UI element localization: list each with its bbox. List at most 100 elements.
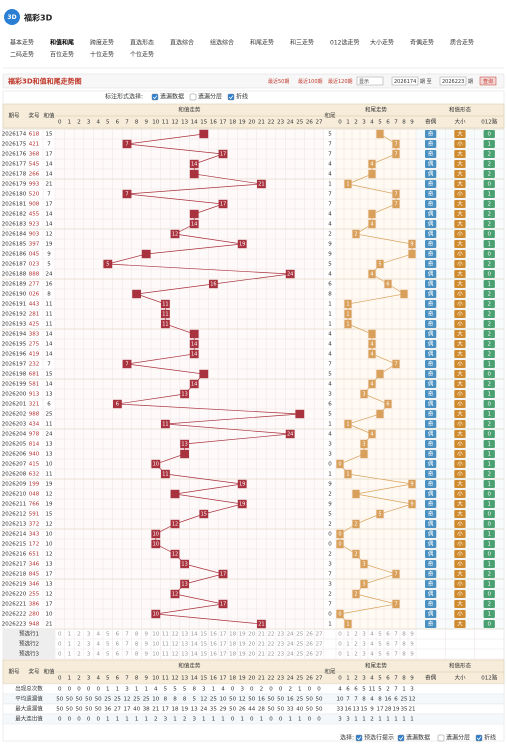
nav-link[interactable]: 个位走势 [130,51,154,59]
nav-link[interactable]: 跨度走势 [90,39,114,47]
stats-value: 3 [202,687,206,693]
column-label: 6 [386,676,390,682]
form-value: 2 [488,202,492,208]
preselect-cell: 6 [116,632,120,638]
column-label: 12 [172,120,179,126]
form-marker [483,610,495,618]
stats-value: 17 [162,707,169,713]
nav-link[interactable]: 大小走势 [370,39,394,47]
column-label: 10 [152,676,159,682]
form-value: 奇 [428,370,434,378]
form-marker [454,540,466,548]
form-marker [425,360,437,368]
preselect-cell: 2 [354,652,358,658]
checkbox[interactable] [227,93,235,101]
stats-value: 0 [77,717,81,723]
preselect-cell: 5 [378,652,382,658]
option-text[interactable]: 预选行提示 [364,734,394,742]
number: 520 [29,192,40,198]
option-text[interactable]: 遗漏分层 [446,734,470,742]
nav-link[interactable]: 组选综合 [210,39,234,47]
checkbox[interactable] [355,734,363,742]
sum-marker-label: 14 [191,222,197,228]
nav-link[interactable]: 奇偶走势 [410,39,434,47]
tail-marker-label: 4 [370,342,373,348]
tail-marker-label: 4 [370,162,373,168]
checkbox[interactable] [397,734,405,742]
form-value: 偶 [428,350,434,358]
nav-link[interactable]: 百位走势 [50,51,74,59]
nav-link[interactable]: 和尾走势 [250,39,274,47]
stats-value: 2 [154,717,158,723]
preselect-cell: 26 [306,632,313,638]
option-text[interactable]: 折线 [484,734,496,742]
preselect-cell: 4 [96,652,100,658]
checkbox[interactable] [437,734,445,742]
stats-value: 0 [231,717,235,723]
tail-value: 1 [328,302,332,308]
nav-link[interactable]: 质合走势 [450,39,474,47]
form-marker [425,240,437,248]
sum-marker-label: 17 [220,602,226,608]
form-value: 大 [457,350,463,358]
number: 632 [29,472,40,478]
option-text[interactable]: 折线 [236,93,248,101]
range-link[interactable]: 最近50期 [268,78,289,85]
nav-link[interactable]: 直选形态 [130,39,154,47]
sum-marker [151,609,161,619]
tail-value: 9 [328,242,332,248]
sum-marker-label: 12 [172,552,178,558]
tail-value: 0 [328,462,332,468]
stats-value: 50 [85,697,92,703]
stats-value: 5 [173,687,177,693]
preselect-cell: 4 [96,642,100,648]
option-text[interactable]: 遗漏数据 [160,93,184,101]
sum-value: 12 [46,522,53,528]
preselect-cell: 25 [296,642,303,648]
column-label: 16 [210,676,217,682]
range-link[interactable]: 最近120期 [328,78,353,85]
preselect-cell: 5 [106,642,110,648]
option-text[interactable]: 遗漏分层 [198,93,222,101]
nav-link[interactable]: 直选综合 [170,39,194,47]
tail-value: 7 [328,142,332,148]
form-marker [483,170,495,178]
number: 026 [29,292,40,298]
sum-marker-label: 5 [106,262,109,268]
tail-value: 1 [328,312,332,318]
number: 255 [29,592,40,598]
range-link[interactable]: 最近100期 [298,78,323,85]
tail-marker [344,469,352,479]
select-box[interactable] [356,76,384,86]
form-value: 大 [457,330,463,338]
stats-value: 25 [210,697,217,703]
option-text[interactable]: 遗漏数据 [406,734,430,742]
nav-link[interactable]: 012选走势 [330,39,359,47]
input-from[interactable] [391,76,419,86]
preselect-cell: 1 [68,642,72,648]
sum-value: 19 [46,502,53,508]
checkbox[interactable] [475,734,483,742]
form-value: 偶 [428,610,434,618]
sum-value: 12 [46,232,53,238]
form-value: 2 [488,472,492,478]
nav-link[interactable]: 二码走势 [10,51,34,59]
form-marker [483,550,495,558]
nav-link[interactable]: 基本走势 [10,39,34,47]
form-value: 大 [457,340,463,348]
stats-value: 1 [410,717,414,723]
input-to[interactable] [439,76,467,86]
tail-value: 5 [328,132,332,138]
form-marker [425,260,437,268]
checkbox[interactable] [151,93,159,101]
nav-link[interactable]: 和三走势 [290,39,314,47]
form-marker [425,220,437,228]
stats-value: 2 [183,717,187,723]
nav-link[interactable]: 十位走势 [90,51,114,59]
nav-link[interactable]: 和值和尾 [49,39,74,47]
issue: 2026199 [2,382,27,388]
query-button[interactable] [479,76,497,86]
issue: 2026201 [2,402,27,408]
checkbox[interactable] [189,93,197,101]
form-value: 小 [457,490,463,498]
